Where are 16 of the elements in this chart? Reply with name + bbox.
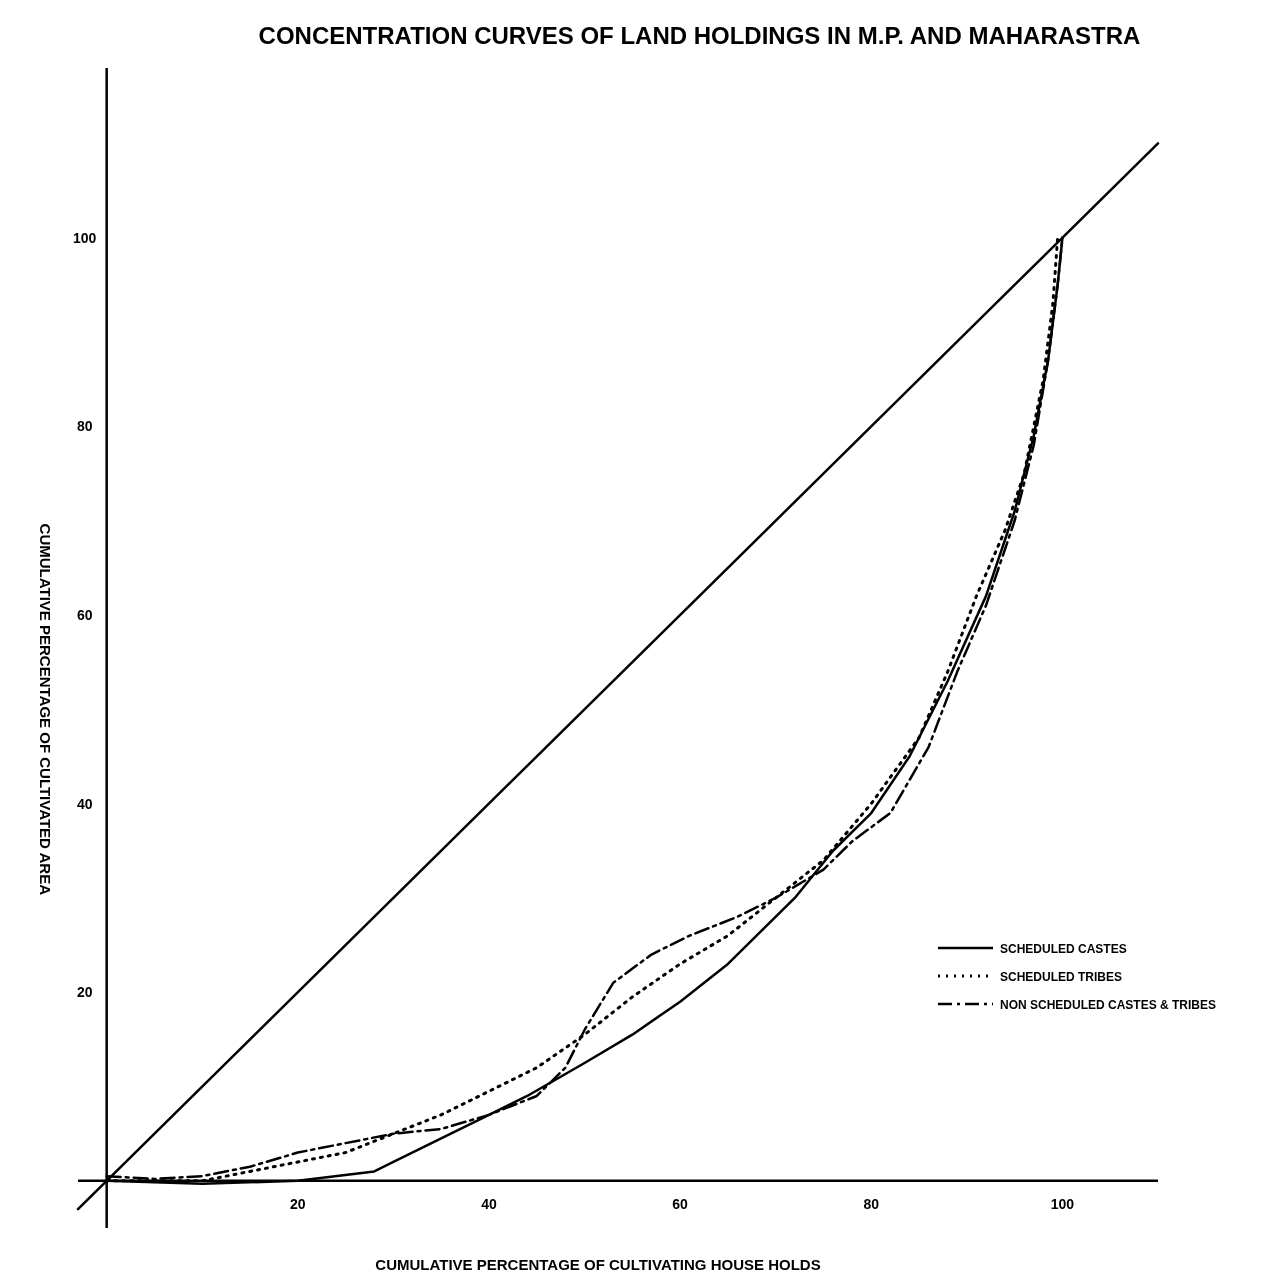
x-tick-label: 60	[672, 1195, 689, 1212]
y-tick-label: 100	[72, 229, 97, 246]
x-tick-label: 100	[1050, 1195, 1075, 1212]
x-tick-label: 20	[290, 1195, 306, 1212]
y-tick-label: 20	[76, 984, 93, 1001]
x-axis-title: CUMULATIVE PERCENTAGE OF CULTIVATING HOUSE HOLDS	[375, 1256, 821, 1273]
y-tick-label: 40	[76, 795, 93, 812]
legend-label: SCHEDULED TRIBES	[1000, 970, 1123, 984]
legend-label: SCHEDULED CASTES	[1000, 942, 1127, 956]
legend-label: NON SCHEDULED CASTES & TRIBES	[1000, 998, 1217, 1012]
x-tick-label: 80	[863, 1195, 880, 1212]
x-tick-label: 40	[481, 1195, 497, 1212]
y-axis-title: CUMULATIVE PERCENTAGE OF CULTIVATED AREA	[37, 523, 54, 896]
chart-title: CONCENTRATION CURVES OF LAND HOLDINGS IN M.P. AND MAHARASTRA	[258, 22, 1141, 49]
y-tick-label: 60	[76, 606, 93, 623]
y-tick-label: 80	[76, 418, 93, 435]
